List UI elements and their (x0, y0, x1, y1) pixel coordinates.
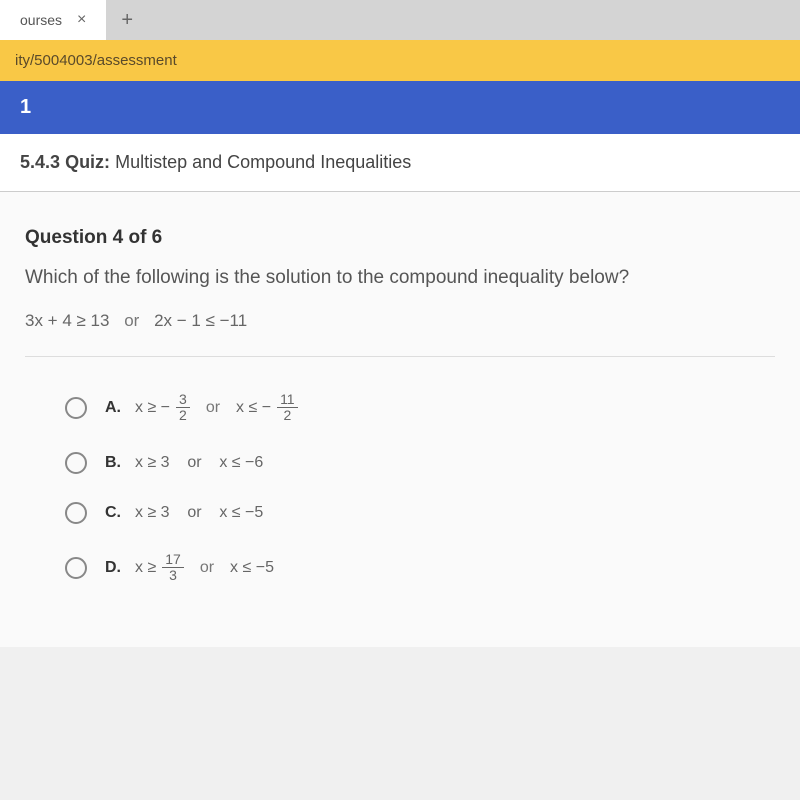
radio-icon[interactable] (65, 452, 87, 474)
radio-icon[interactable] (65, 557, 87, 579)
answer-text: D. x ≥ 17 3 or x ≤ −5 (105, 552, 274, 584)
quiz-code: 5.4.3 (20, 152, 60, 172)
answer-label: D. (105, 559, 121, 577)
address-bar[interactable]: ity/5004003/assessment (0, 40, 800, 81)
answer-text: A. x ≥ − 3 2 or x ≤ − 11 2 (105, 392, 298, 424)
question-text: Which of the following is the solution t… (25, 267, 775, 289)
inequality-right: 2x − 1 ≤ −11 (154, 311, 247, 330)
answer-label: A. (105, 399, 121, 417)
new-tab-button[interactable]: + (106, 9, 148, 32)
answer-text: C. x ≥ 3 or x ≤ −5 (105, 504, 263, 522)
inequality-or: or (124, 311, 139, 330)
quiz-type: Quiz: (65, 152, 110, 172)
browser-tab[interactable]: ourses × (0, 0, 106, 40)
answer-label: C. (105, 504, 121, 522)
nav-number: 1 (20, 96, 31, 118)
inequality-left: 3x + 4 ≥ 13 (25, 311, 109, 330)
answer-label: B. (105, 454, 121, 472)
inequality-expression: 3x + 4 ≥ 13 or 2x − 1 ≤ −11 (25, 311, 775, 357)
quiz-header: 5.4.3 Quiz: Multistep and Compound Inequ… (0, 134, 800, 192)
nav-bar: 1 (0, 81, 800, 134)
quiz-title: Multistep and Compound Inequalities (115, 152, 411, 172)
answer-list: A. x ≥ − 3 2 or x ≤ − 11 2 B. x ≥ 3 or x… (25, 392, 775, 584)
close-icon[interactable]: × (77, 11, 86, 29)
answer-text: B. x ≥ 3 or x ≤ −6 (105, 454, 263, 472)
radio-icon[interactable] (65, 397, 87, 419)
question-number: Question 4 of 6 (25, 227, 775, 249)
answer-option-a[interactable]: A. x ≥ − 3 2 or x ≤ − 11 2 (65, 392, 775, 424)
fraction: 17 3 (162, 552, 184, 584)
question-content: Question 4 of 6 Which of the following i… (0, 192, 800, 647)
fraction: 11 2 (277, 392, 298, 424)
answer-option-d[interactable]: D. x ≥ 17 3 or x ≤ −5 (65, 552, 775, 584)
url-text: ity/5004003/assessment (15, 52, 177, 69)
answer-option-c[interactable]: C. x ≥ 3 or x ≤ −5 (65, 502, 775, 524)
radio-icon[interactable] (65, 502, 87, 524)
answer-option-b[interactable]: B. x ≥ 3 or x ≤ −6 (65, 452, 775, 474)
tab-label: ourses (20, 12, 62, 28)
tab-bar: ourses × + (0, 0, 800, 40)
fraction: 3 2 (176, 392, 190, 424)
